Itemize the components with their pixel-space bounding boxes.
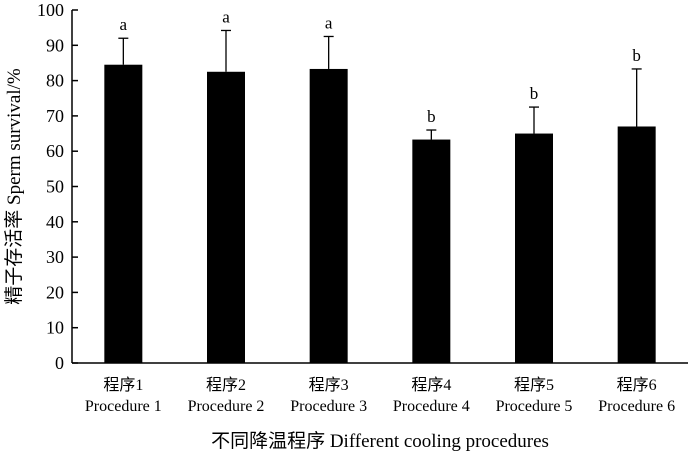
y-tick-label: 50 xyxy=(46,177,64,197)
y-ticks: 0 10 20 30 40 50 60 70 80 90 100 xyxy=(37,0,78,373)
y-axis-title: 精子存活率 Sperm survival/% xyxy=(3,68,25,305)
y-tick-label: 90 xyxy=(46,35,64,55)
y-tick-label: 10 xyxy=(46,318,64,338)
x-tick-label-cn: 程序3 xyxy=(309,376,349,394)
x-tick-label-en: Procedure 2 xyxy=(188,398,265,415)
x-tick-label-cn: 程序5 xyxy=(514,376,554,394)
y-tick-label: 0 xyxy=(55,353,64,373)
y-tick-label: 80 xyxy=(46,71,64,91)
bars: a a a b b b xyxy=(104,7,656,364)
x-tick-label-en: Procedure 6 xyxy=(598,398,675,415)
x-axis-title: 不同降温程序 Different cooling procedures xyxy=(211,430,549,452)
x-tick-label-en: Procedure 3 xyxy=(290,398,367,415)
y-tick-label: 30 xyxy=(46,247,64,267)
x-tick-label-cn: 程序2 xyxy=(206,376,246,394)
x-labels: 程序1 Procedure 1 程序2 Procedure 2 程序3 Procedure… xyxy=(85,376,675,415)
y-tick-label: 40 xyxy=(46,212,64,232)
x-tick-label-cn: 程序4 xyxy=(411,376,451,394)
bar xyxy=(412,139,451,363)
significance-letter: a xyxy=(120,15,128,34)
significance-letter: a xyxy=(222,7,230,26)
bar xyxy=(104,64,143,363)
bar xyxy=(515,133,553,363)
significance-letter: b xyxy=(530,84,539,103)
y-tick-label: 100 xyxy=(37,0,64,20)
significance-letter: b xyxy=(632,46,641,65)
x-tick-label-cn: 程序6 xyxy=(617,376,657,394)
bar xyxy=(617,126,656,364)
x-tick-label-en: Procedure 5 xyxy=(496,398,573,415)
significance-letter: b xyxy=(427,107,436,126)
x-tick-label-cn: 程序1 xyxy=(103,376,143,394)
y-tick-label: 60 xyxy=(46,141,64,161)
y-tick-label: 20 xyxy=(46,282,64,302)
bar xyxy=(309,68,348,364)
x-tick-label-en: Procedure 1 xyxy=(85,398,162,415)
y-tick-label: 70 xyxy=(46,106,64,126)
bar xyxy=(207,71,245,364)
significance-letter: a xyxy=(325,13,333,32)
axes xyxy=(71,10,688,364)
x-tick-label-en: Procedure 4 xyxy=(393,398,470,415)
